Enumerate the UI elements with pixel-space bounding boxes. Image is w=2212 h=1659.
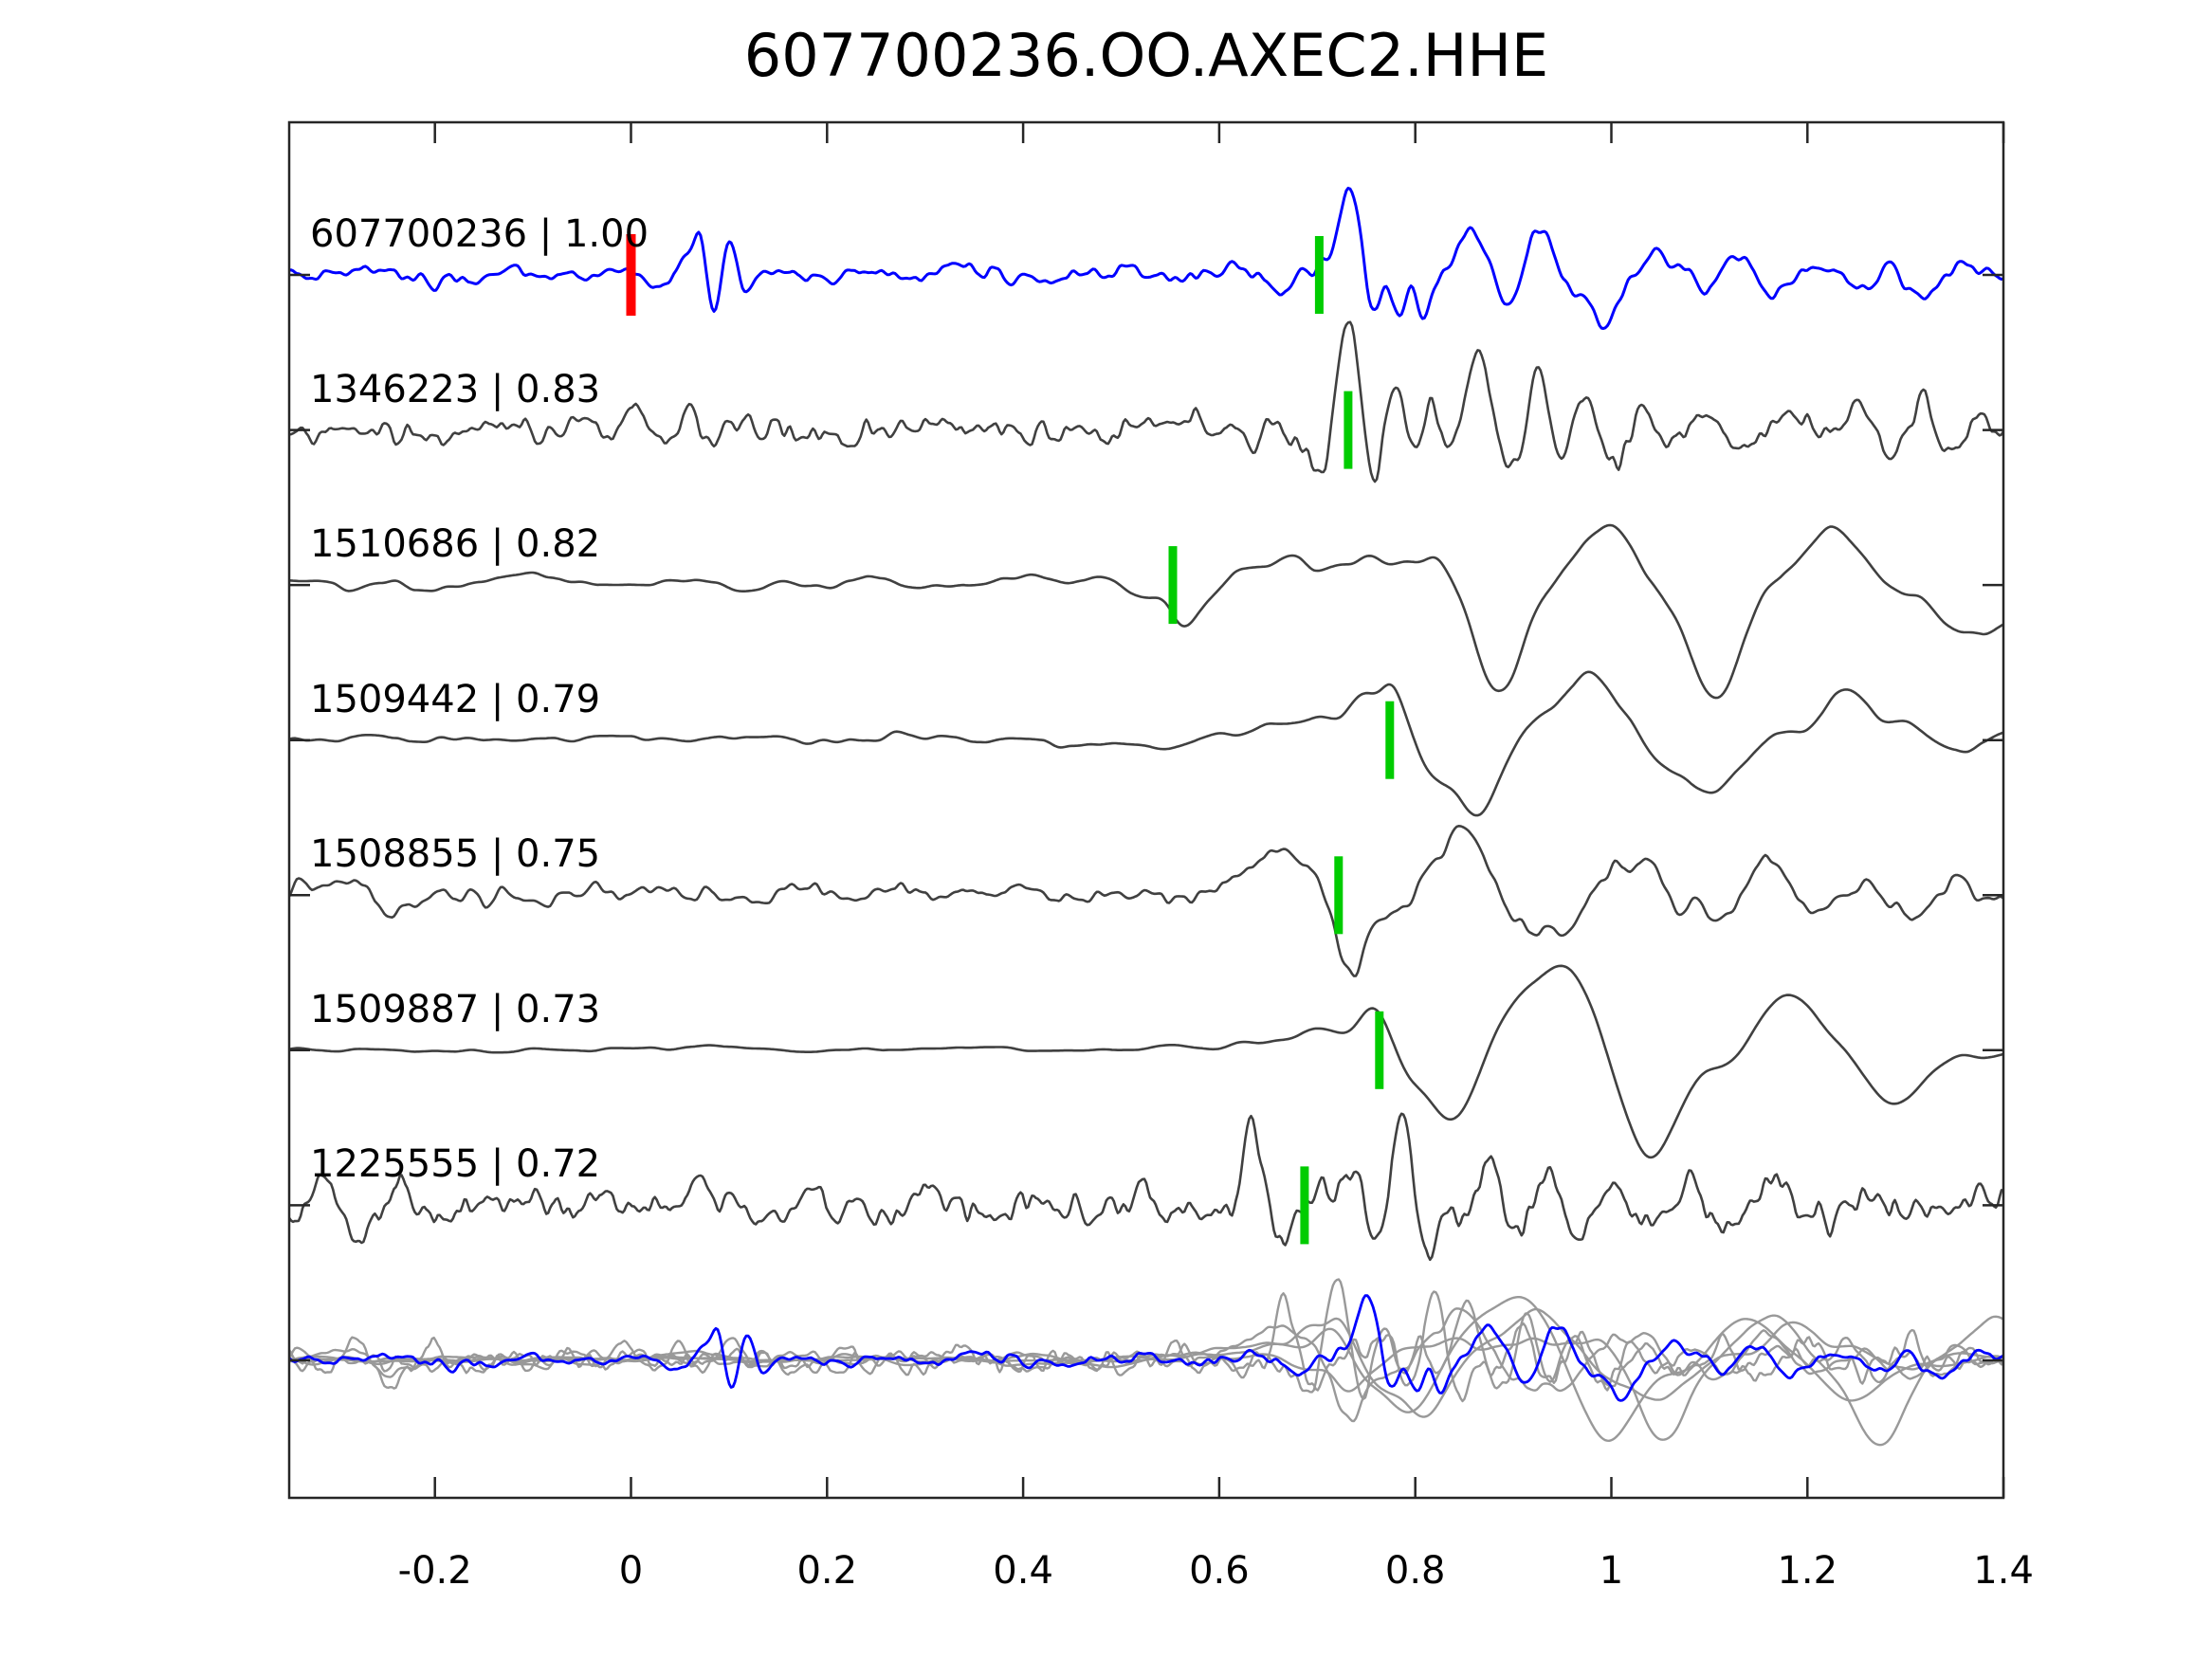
- x-tick-label: 0: [618, 1549, 644, 1593]
- overlay-waveform-1225555: [289, 1290, 2003, 1403]
- trace-label: 1346223 | 0.83: [310, 367, 601, 411]
- pick-marker-1509442: [1385, 701, 1395, 779]
- trace-waveform-1346223: [289, 320, 2003, 483]
- x-tick-label: 1.2: [1777, 1549, 1838, 1593]
- trace-label: 1225555 | 0.72: [310, 1142, 601, 1187]
- pick-marker-1509887: [1375, 1011, 1384, 1089]
- x-tick-label: 0.4: [993, 1549, 1053, 1593]
- pick-marker-1508855: [1334, 856, 1344, 935]
- pick-marker-1346223: [1344, 391, 1353, 469]
- x-tick-label: 1.4: [1973, 1549, 2034, 1593]
- chart-title: 607700236.OO.AXEC2.HHE: [743, 21, 1549, 90]
- trace-waveform-1510686: [289, 523, 2003, 700]
- trace-label: 1509887 | 0.73: [310, 987, 601, 1031]
- trace-waveform-1508855: [289, 825, 2003, 977]
- pick-marker-1510686: [1168, 546, 1178, 625]
- plot-border: [287, 120, 2005, 1500]
- overlay-waveform-1510686: [289, 1314, 2003, 1447]
- trace-waveform-1509442: [289, 670, 2003, 817]
- pick-marker-1225555: [1300, 1166, 1309, 1245]
- x-tick-label: 1: [1599, 1549, 1624, 1593]
- pick-marker-607700236: [1314, 236, 1324, 314]
- x-tick-label: -0.2: [397, 1549, 472, 1593]
- x-tick-label: 0.2: [796, 1549, 858, 1593]
- x-tick-label: 0.8: [1384, 1549, 1446, 1593]
- trace-label: 607700236 | 1.00: [310, 212, 649, 256]
- trace-label: 1509442 | 0.79: [310, 677, 601, 721]
- trace-label: 1508855 | 0.75: [310, 832, 601, 877]
- trace-label: 1510686 | 0.82: [310, 522, 601, 567]
- trace-waveform-1225555: [289, 1112, 2003, 1262]
- overlay-waveform-1346223: [289, 1278, 2003, 1400]
- overlay-waveform-607700236: [289, 1294, 2003, 1402]
- template-pick-marker: [626, 234, 636, 316]
- trace-waveform-1509887: [289, 964, 2003, 1159]
- x-tick-label: 0.6: [1189, 1549, 1250, 1593]
- trace-waveform-607700236: [289, 187, 2003, 330]
